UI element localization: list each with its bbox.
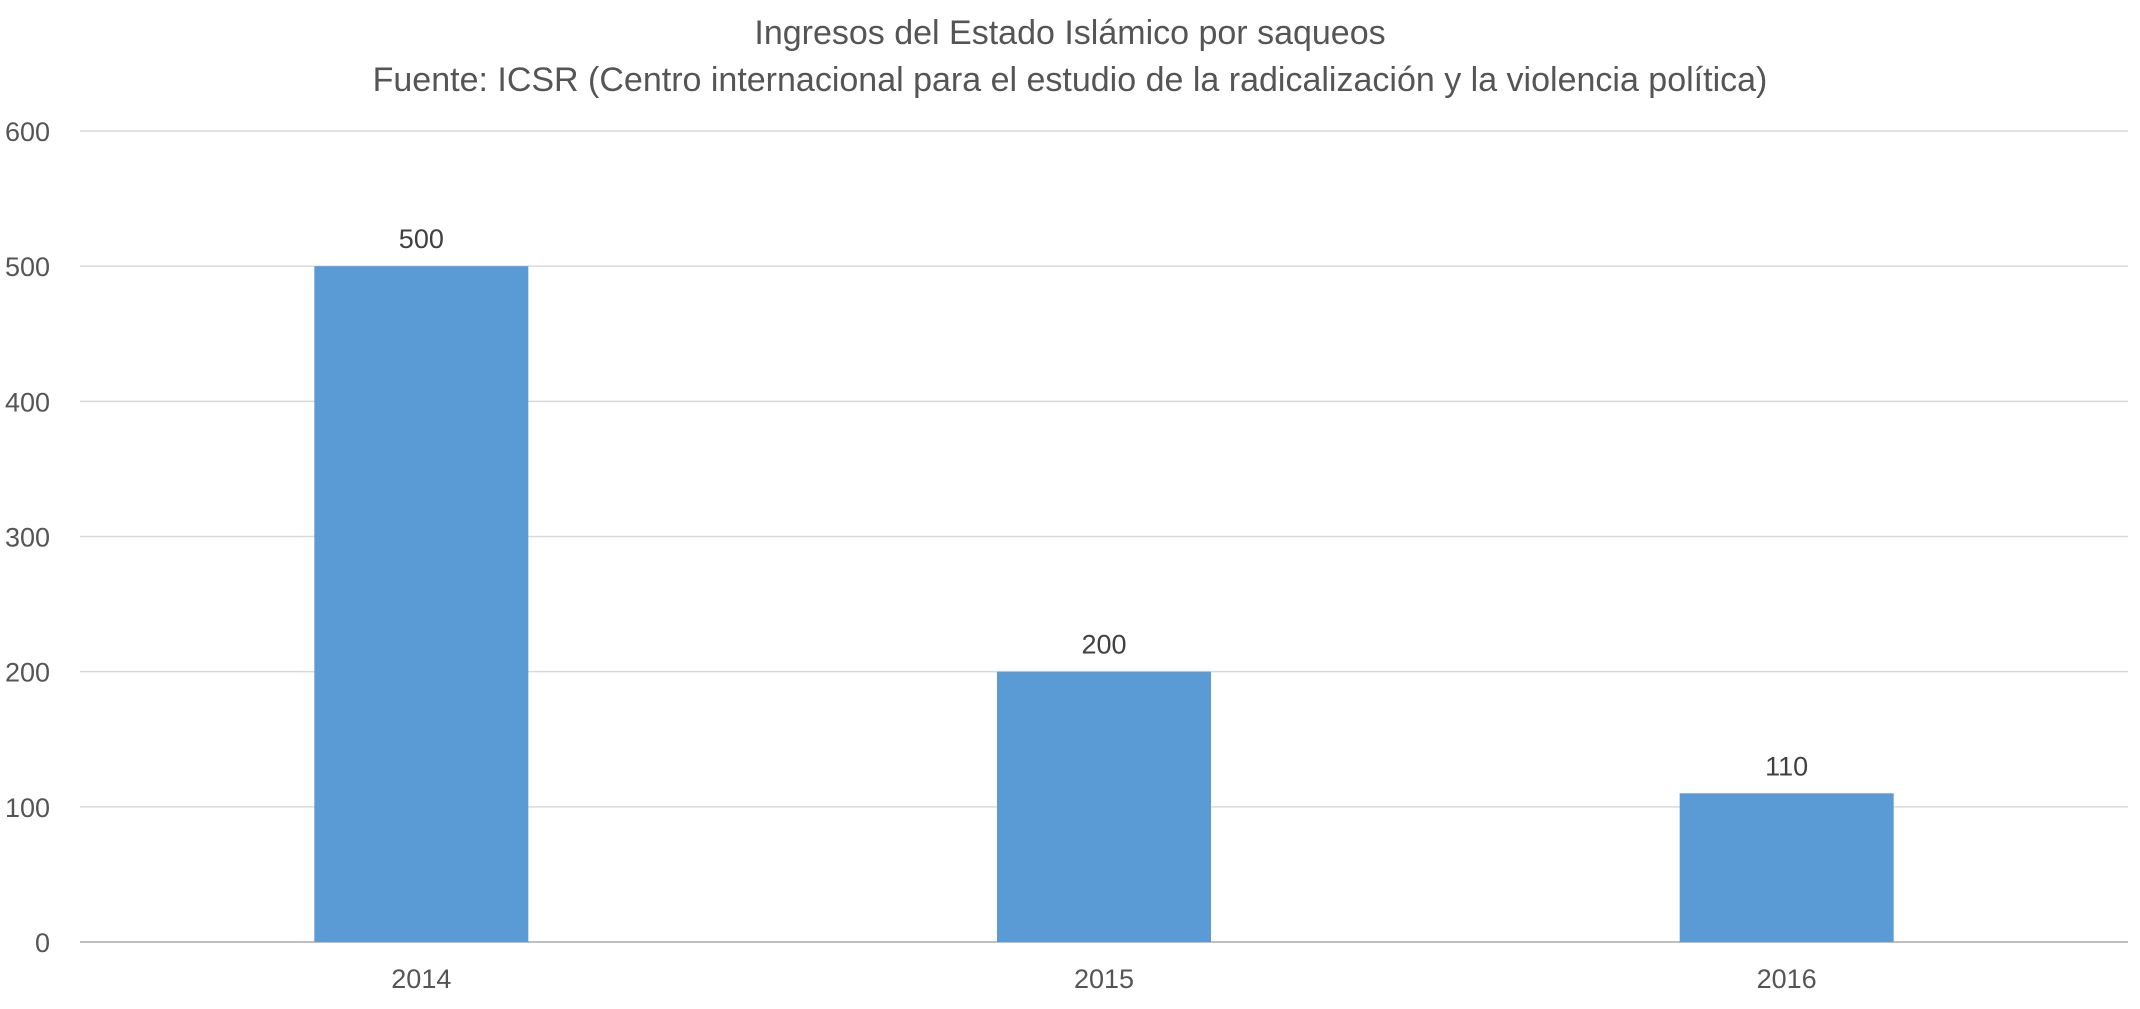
data-label: 500: [399, 224, 444, 254]
x-axis-tick-labels: 2014 2015 2016: [391, 964, 1816, 994]
y-tick-label: 300: [5, 523, 50, 553]
data-label: 110: [1765, 751, 1808, 781]
chart-subtitle: Fuente: ICSR (Centro internacional para …: [373, 61, 1768, 99]
y-tick-label: 400: [5, 387, 50, 417]
data-labels: 500 200 110: [399, 224, 1808, 781]
y-tick-label: 100: [5, 793, 50, 823]
x-tick-label: 2014: [391, 964, 451, 994]
bars: [314, 266, 1894, 943]
x-tick-label: 2016: [1757, 964, 1817, 994]
y-tick-label: 0: [35, 928, 50, 958]
y-tick-label: 200: [5, 658, 50, 688]
chart-title: Ingresos del Estado Islámico por saqueos: [754, 14, 1385, 52]
x-tick-label: 2015: [1074, 964, 1134, 994]
y-tick-label: 600: [5, 117, 50, 147]
bar: [997, 671, 1211, 942]
bar: [1679, 793, 1894, 942]
y-tick-label: 500: [5, 252, 50, 282]
data-label: 200: [1081, 630, 1126, 660]
bar: [314, 266, 529, 943]
y-axis-tick-labels: 0 100 200 300 400 500 600: [5, 117, 50, 958]
